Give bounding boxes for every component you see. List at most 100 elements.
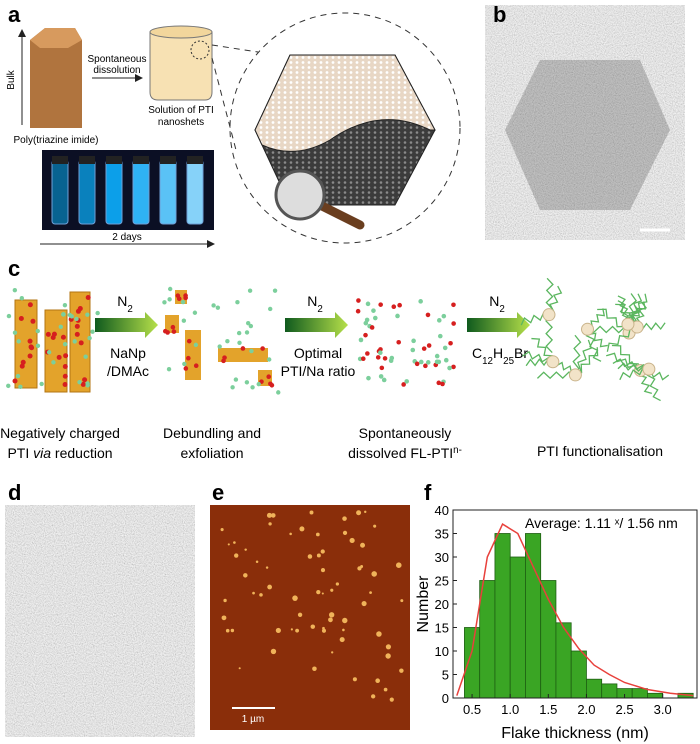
particle bbox=[395, 562, 402, 569]
ion bbox=[167, 286, 173, 292]
atom bbox=[56, 354, 62, 360]
ion bbox=[12, 330, 18, 335]
atom bbox=[62, 373, 68, 379]
atom bbox=[434, 353, 440, 359]
atom bbox=[378, 347, 383, 352]
ion bbox=[211, 303, 216, 308]
flake bbox=[165, 315, 179, 333]
atom bbox=[451, 321, 456, 326]
vial-cap bbox=[106, 156, 122, 164]
particle bbox=[238, 667, 241, 670]
atom bbox=[397, 302, 402, 308]
particle bbox=[270, 648, 277, 655]
ion bbox=[230, 385, 235, 390]
alkyl-chain bbox=[587, 325, 626, 334]
particle bbox=[321, 592, 324, 595]
particle bbox=[322, 626, 325, 630]
ion bbox=[16, 339, 21, 344]
particle bbox=[309, 510, 314, 515]
afm-image bbox=[210, 505, 410, 730]
x-tick-label: 1.0 bbox=[501, 702, 519, 717]
ion bbox=[85, 383, 90, 388]
atom bbox=[27, 302, 33, 308]
atom bbox=[440, 381, 445, 387]
histogram-chart: 0 5 10 15 20 25 30 35 40 0.5 1.0 1.5 2.0 2.5 3.0 Flake … bbox=[415, 503, 698, 742]
atom bbox=[418, 299, 423, 304]
beaker-rim bbox=[149, 25, 213, 39]
ion bbox=[83, 354, 88, 359]
y-tick-label: 0 bbox=[442, 691, 449, 706]
atom bbox=[391, 304, 397, 310]
atom bbox=[51, 331, 57, 337]
x-tick-label: 2.0 bbox=[577, 702, 595, 717]
atom bbox=[451, 364, 456, 370]
atom bbox=[451, 302, 456, 308]
atom bbox=[371, 308, 376, 313]
reagent-label: /DMAc bbox=[107, 363, 149, 379]
bar bbox=[464, 627, 481, 699]
reagent-label: C12H25Br bbox=[472, 345, 528, 367]
bar bbox=[570, 650, 587, 699]
ion bbox=[87, 335, 92, 341]
ion bbox=[74, 316, 79, 322]
ion bbox=[12, 287, 18, 293]
atom bbox=[27, 338, 33, 344]
step-caption: exfoliation bbox=[180, 445, 243, 461]
atom bbox=[45, 331, 51, 337]
caption: Solution of PTI bbox=[148, 105, 214, 116]
stack bbox=[44, 309, 68, 393]
particle bbox=[316, 589, 321, 595]
particle bbox=[376, 631, 382, 637]
reagent-label-part: PTI/Na ratio bbox=[281, 363, 356, 379]
ion bbox=[39, 381, 44, 387]
vial bbox=[51, 159, 69, 225]
step-caption-part: Spontaneously bbox=[359, 425, 452, 441]
particle bbox=[299, 526, 305, 532]
caption: nanoshets bbox=[158, 117, 204, 128]
particle bbox=[385, 644, 392, 650]
gas-label: N2 bbox=[307, 293, 323, 315]
x-axis-label: Flake thickness (nm) bbox=[501, 725, 649, 742]
alkyl-chain bbox=[536, 371, 576, 380]
step-caption: Debundling and bbox=[163, 425, 261, 441]
bulk-label: Bulk bbox=[6, 69, 17, 89]
particle bbox=[357, 566, 362, 571]
ion bbox=[244, 330, 250, 335]
bar bbox=[647, 692, 664, 699]
atom bbox=[379, 365, 385, 371]
bar bbox=[509, 556, 526, 699]
ion bbox=[237, 340, 242, 345]
ion bbox=[247, 288, 253, 293]
particle bbox=[265, 566, 269, 569]
atom bbox=[388, 358, 394, 364]
step-caption-part: PTI bbox=[7, 445, 33, 461]
atom bbox=[82, 377, 88, 383]
annotation: Average: 1.11 ˣ/ 1.56 nm bbox=[525, 515, 678, 531]
gas-label-part: N bbox=[489, 293, 499, 309]
atom bbox=[19, 363, 25, 369]
ion bbox=[18, 384, 23, 389]
gas-label-part: N bbox=[307, 293, 317, 309]
atom bbox=[436, 359, 442, 365]
gas-label: N2 bbox=[489, 293, 505, 315]
panel-label: b bbox=[493, 2, 506, 27]
vial bbox=[186, 159, 204, 225]
bulk-crystal bbox=[30, 28, 82, 128]
magnifier-handle bbox=[315, 200, 365, 230]
atom bbox=[20, 359, 26, 365]
sheet bbox=[581, 322, 595, 336]
particle bbox=[331, 651, 334, 654]
y-axis-label: Number bbox=[415, 575, 432, 633]
ion bbox=[35, 343, 41, 349]
ion bbox=[236, 330, 242, 336]
atom bbox=[29, 345, 35, 351]
particle bbox=[233, 541, 236, 544]
ion bbox=[166, 366, 172, 372]
ion bbox=[35, 328, 40, 334]
step-caption-part: PTI functionalisation bbox=[537, 443, 663, 459]
ion bbox=[61, 312, 66, 317]
zoom-line bbox=[211, 44, 259, 53]
particle bbox=[270, 513, 276, 518]
particle bbox=[360, 542, 366, 548]
ion bbox=[6, 383, 11, 389]
